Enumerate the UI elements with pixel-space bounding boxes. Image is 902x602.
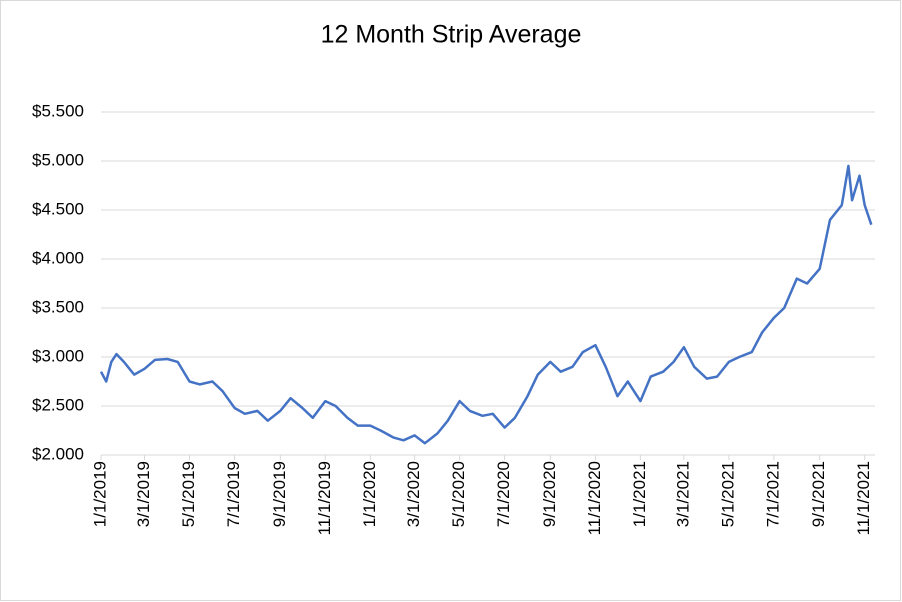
x-tick-label: 7/1/2020 xyxy=(494,461,513,527)
y-tick-label: $3.500 xyxy=(32,297,84,316)
x-tick-label: 7/1/2021 xyxy=(763,461,782,527)
x-tick-label: 1/1/2020 xyxy=(360,461,379,527)
y-tick-label: $4.500 xyxy=(32,199,84,218)
x-tick-label: 11/1/2019 xyxy=(315,461,334,535)
y-tick-label: $5.000 xyxy=(32,150,84,169)
x-tick-label: 3/1/2019 xyxy=(134,461,153,527)
x-tick-label: 1/1/2021 xyxy=(630,461,649,527)
y-tick-label: $2.000 xyxy=(32,444,84,463)
x-tick-label: 11/1/2021 xyxy=(854,461,873,535)
y-tick-label: $5.500 xyxy=(32,101,84,120)
x-tick-label: 5/1/2020 xyxy=(449,461,468,527)
y-tick-label: $4.000 xyxy=(32,248,84,267)
x-tick-label: 11/1/2020 xyxy=(585,461,604,535)
x-tick-label: 1/1/2019 xyxy=(90,461,109,527)
chart-title: 12 Month Strip Average xyxy=(321,21,582,49)
data-line xyxy=(99,164,873,445)
y-tick-label: $3.000 xyxy=(32,346,84,365)
x-tick-label: 3/1/2021 xyxy=(673,461,692,527)
x-tick-label: 9/1/2020 xyxy=(540,461,559,527)
y-tick-label: $2.500 xyxy=(32,395,84,414)
x-tick-label: 9/1/2021 xyxy=(809,461,828,527)
x-tick-label: 3/1/2020 xyxy=(404,461,423,527)
x-tick-label: 9/1/2019 xyxy=(270,461,289,527)
x-tick-label: 7/1/2019 xyxy=(224,461,243,527)
x-tick-label: 5/1/2021 xyxy=(718,461,737,527)
x-tick-label: 5/1/2019 xyxy=(179,461,198,527)
